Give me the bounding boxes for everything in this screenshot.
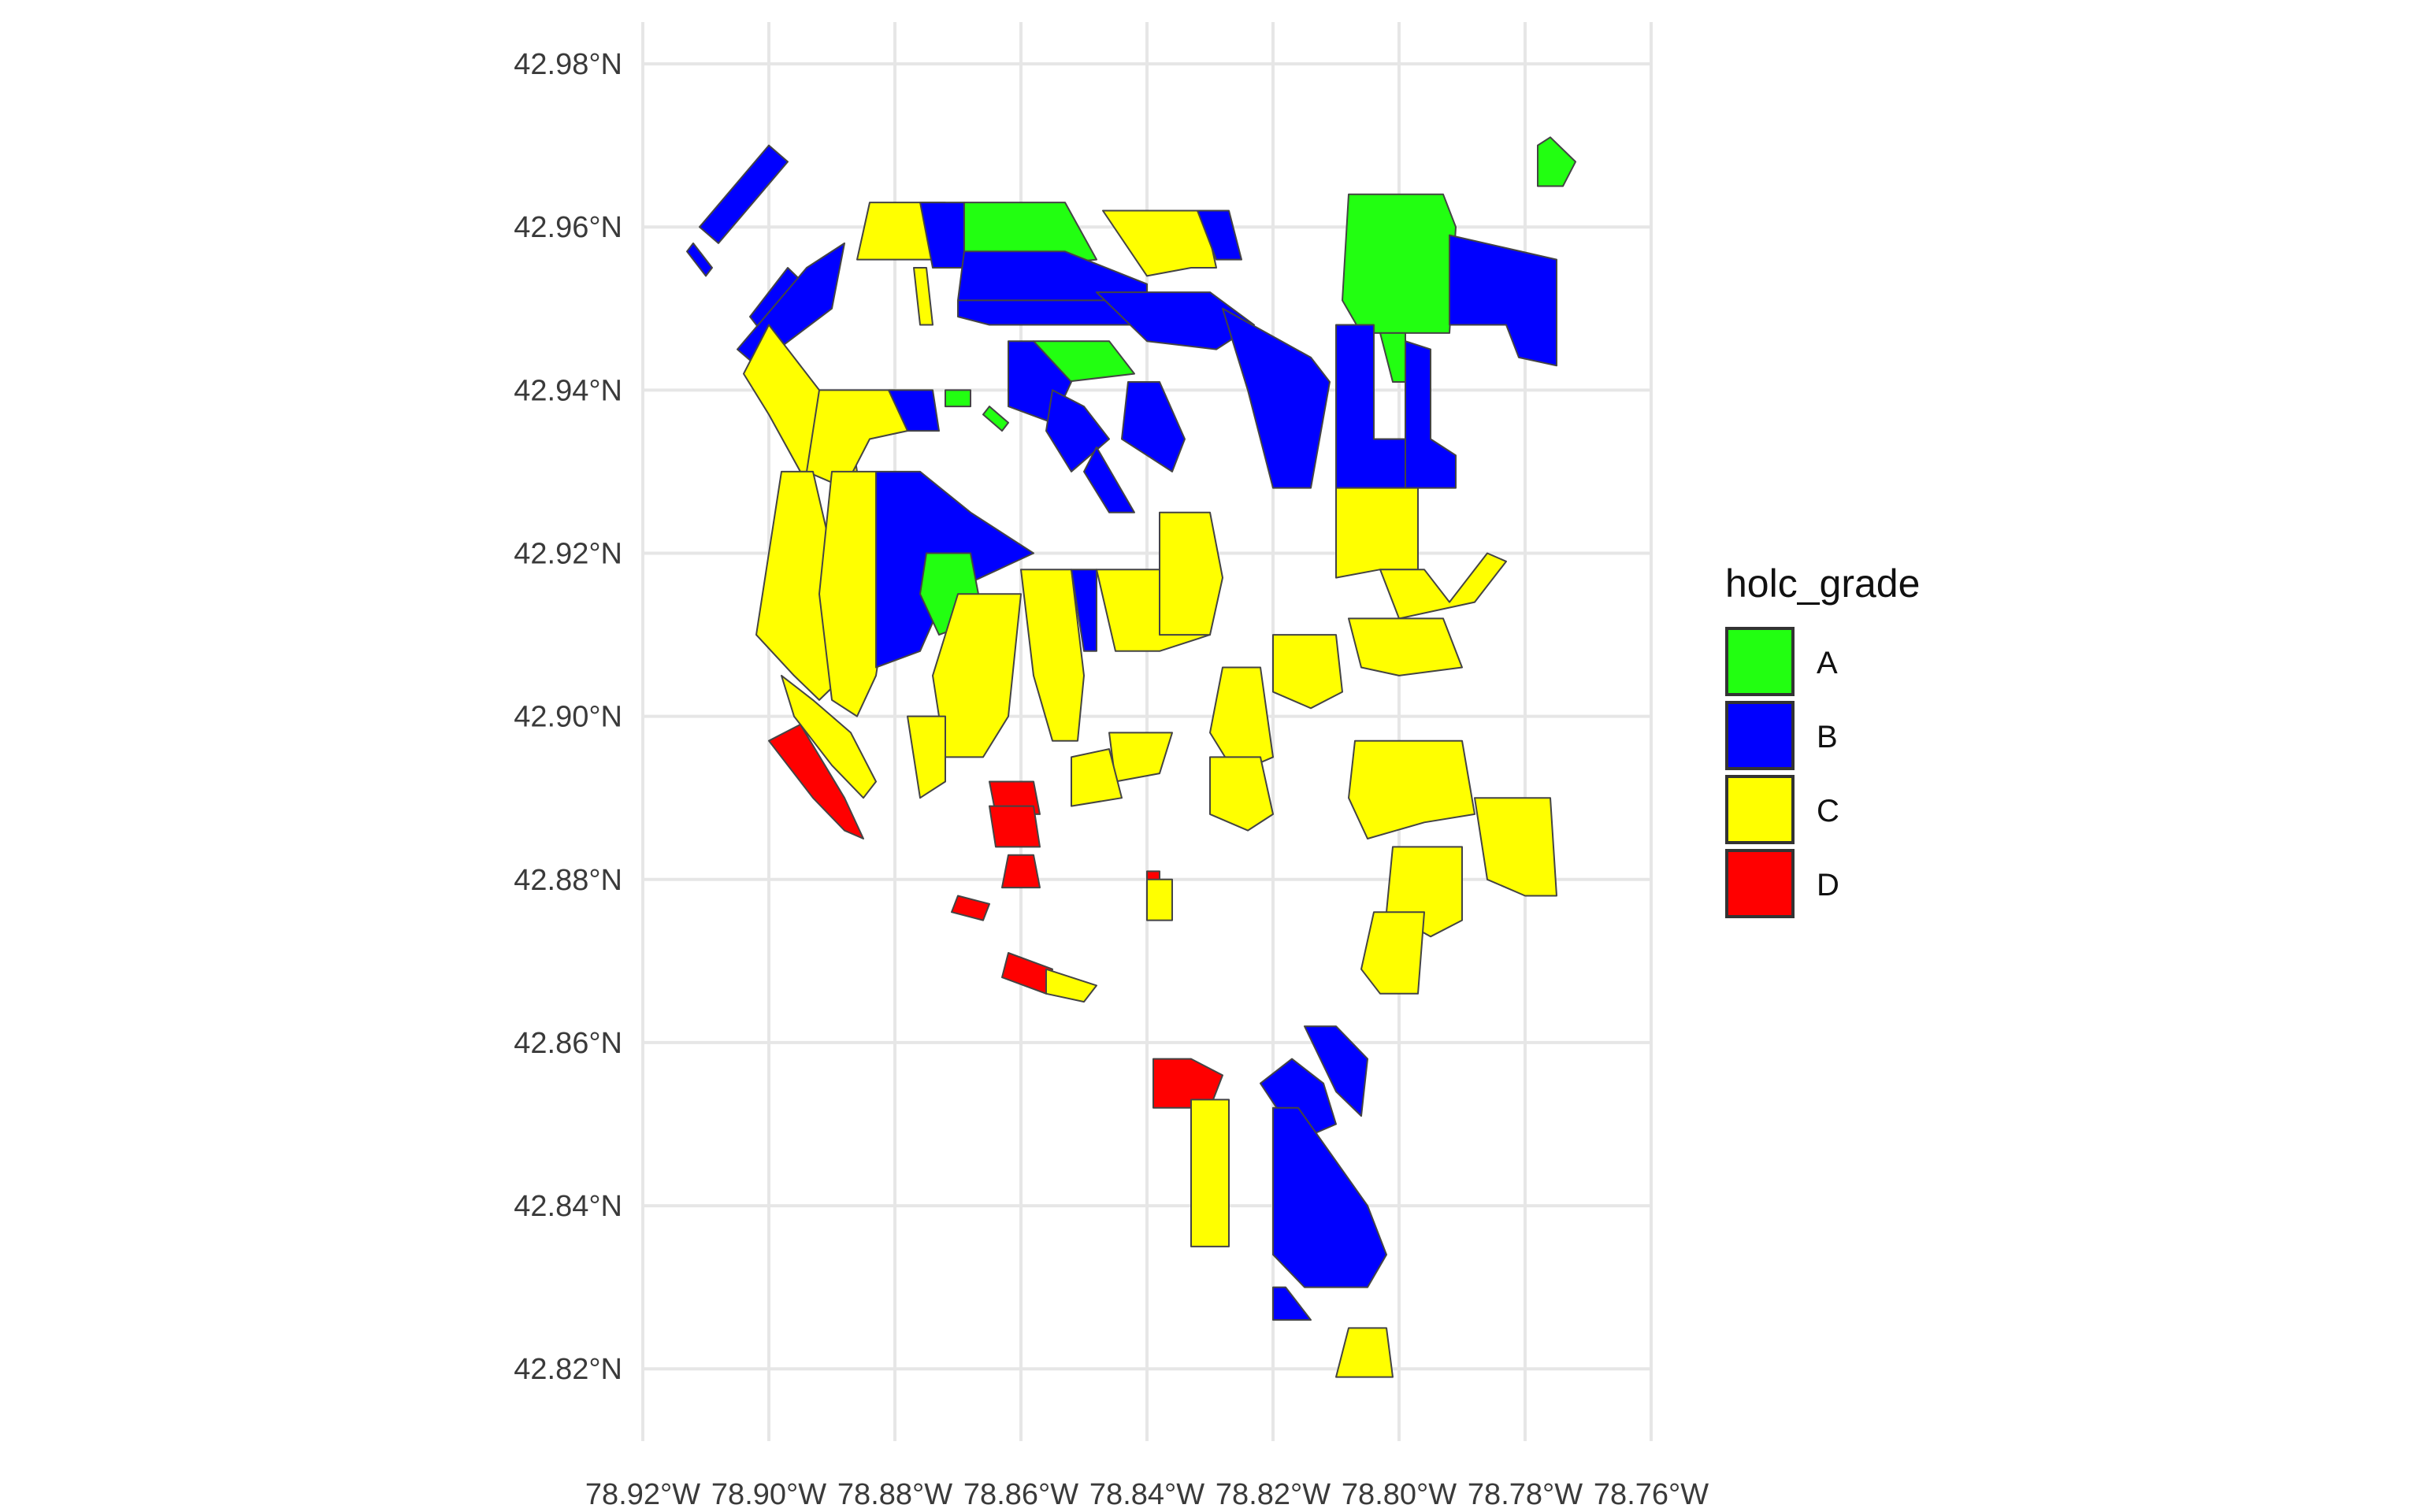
y-axis-tick-labels: 42.82°N 42.84°N 42.86°N 42.88°N 42.90°N 42.92… — [514, 48, 622, 1386]
y-tick-label: 42.88°N — [514, 864, 622, 897]
legend-keys: A B C D — [1725, 627, 1839, 918]
y-tick-label: 42.84°N — [514, 1190, 622, 1223]
x-axis-tick-labels: 78.92°W 78.90°W 78.88°W 78.86°W 78.84°W 78.82… — [585, 1478, 1709, 1511]
region-grade-c — [1360, 911, 1425, 995]
legend-title: holc_grade — [1725, 561, 1920, 606]
region-grade-c — [1474, 797, 1557, 897]
region-grade-c — [1209, 756, 1274, 832]
region-grade-b — [1083, 446, 1135, 513]
region-grade-d — [951, 895, 990, 921]
region-grade-b — [1045, 389, 1110, 472]
region-grade-d — [1001, 952, 1053, 995]
y-tick-label: 42.98°N — [514, 48, 622, 81]
region-grade-b — [1272, 1286, 1312, 1321]
map-regions — [686, 136, 1576, 1378]
x-tick-label: 78.84°W — [1089, 1478, 1204, 1511]
legend-label: D — [1817, 868, 1839, 902]
region-grade-c — [1071, 748, 1123, 807]
region-grade-b — [1197, 209, 1242, 261]
region-grade-b — [1222, 307, 1331, 489]
region-grade-d — [989, 805, 1041, 848]
region-grade-c — [1102, 209, 1217, 277]
region-grade-a — [1342, 193, 1457, 334]
region-grade-d — [1152, 1058, 1223, 1109]
legend-label: B — [1817, 720, 1838, 754]
region-grade-b — [1405, 340, 1457, 489]
region-grade-c — [1045, 968, 1097, 1003]
region-grade-c — [1335, 487, 1419, 579]
region-grade-c — [1348, 739, 1475, 839]
legend-label: A — [1817, 646, 1838, 680]
region-grade-a — [1379, 332, 1406, 383]
y-tick-label: 42.92°N — [514, 538, 622, 571]
region-grade-c — [1108, 732, 1173, 783]
region-grade-b — [699, 144, 789, 244]
legend: holc_grade A B C D — [1725, 561, 1920, 918]
y-tick-label: 42.86°N — [514, 1027, 622, 1060]
legend-key-c — [1725, 775, 1795, 844]
x-tick-label: 78.86°W — [963, 1478, 1078, 1511]
region-grade-c — [1190, 1099, 1230, 1247]
region-grade-a — [1537, 136, 1576, 187]
legend-key-b — [1725, 701, 1795, 770]
y-tick-label: 42.90°N — [514, 701, 622, 734]
x-tick-label: 78.90°W — [711, 1478, 826, 1511]
region-grade-c — [1272, 634, 1343, 710]
legend-key-a — [1725, 627, 1795, 696]
y-tick-label: 42.82°N — [514, 1353, 622, 1386]
x-tick-label: 78.88°W — [837, 1478, 952, 1511]
region-grade-c — [1159, 511, 1223, 636]
region-grade-c — [932, 593, 1022, 758]
x-tick-label: 78.76°W — [1594, 1478, 1709, 1511]
region-grade-b — [1071, 569, 1097, 652]
region-grade-c — [913, 267, 933, 326]
region-grade-c — [1335, 1327, 1394, 1378]
region-grade-d — [768, 724, 864, 839]
x-tick-label: 78.82°W — [1216, 1478, 1331, 1511]
region-grade-b — [686, 242, 713, 277]
x-tick-label: 78.80°W — [1342, 1478, 1457, 1511]
region-grade-b — [1121, 381, 1186, 472]
legend-label: C — [1817, 794, 1839, 828]
x-tick-label: 78.78°W — [1468, 1478, 1583, 1511]
region-grade-b — [1304, 1025, 1368, 1117]
region-grade-b — [888, 389, 940, 432]
y-tick-label: 42.96°N — [514, 211, 622, 244]
region-grade-b — [1272, 1106, 1387, 1288]
region-grade-b — [737, 242, 845, 367]
region-grade-d — [1001, 854, 1041, 889]
region-grade-c — [1379, 552, 1507, 620]
region-grade-a — [982, 406, 1009, 432]
region-grade-c — [1146, 878, 1173, 921]
region-grade-a — [945, 389, 971, 408]
region-grade-b — [1449, 234, 1557, 367]
x-tick-label: 78.92°W — [585, 1478, 700, 1511]
region-grade-c — [1348, 617, 1463, 676]
y-tick-label: 42.94°N — [514, 374, 622, 407]
region-grade-c — [907, 715, 946, 799]
legend-key-d — [1725, 849, 1795, 918]
